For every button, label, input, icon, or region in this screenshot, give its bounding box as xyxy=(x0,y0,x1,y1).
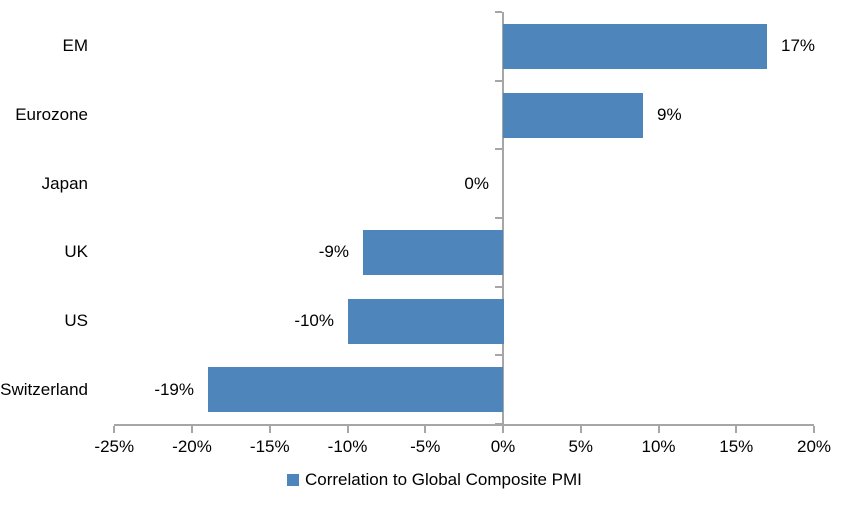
x-axis-tick-label: 0% xyxy=(490,437,516,456)
y-axis-tick xyxy=(495,148,502,151)
category-label: EM xyxy=(62,36,89,55)
x-axis-tick xyxy=(424,426,427,433)
x-axis-tick-label: 15% xyxy=(719,437,754,456)
x-axis-tick-label: -10% xyxy=(327,437,368,456)
value-label: -19% xyxy=(154,380,194,399)
value-label: 9% xyxy=(657,105,682,124)
bar-switzerland xyxy=(208,367,503,412)
y-axis-tick xyxy=(495,79,502,82)
legend-swatch-icon xyxy=(287,474,299,486)
category-label: Eurozone xyxy=(15,105,88,124)
value-label: -10% xyxy=(294,311,334,330)
x-axis-tick xyxy=(657,426,660,433)
x-axis-tick xyxy=(735,426,738,433)
value-label: 17% xyxy=(781,36,816,55)
y-axis-tick xyxy=(495,354,502,357)
category-label: UK xyxy=(64,242,88,261)
x-axis-tick xyxy=(579,426,582,433)
y-axis-tick xyxy=(495,285,502,288)
x-axis-tick-label: -5% xyxy=(410,437,441,456)
legend-label: Correlation to Global Composite PMI xyxy=(305,470,582,489)
x-axis-tick-label: 5% xyxy=(568,437,594,456)
x-axis-tick xyxy=(813,426,815,433)
x-axis-tick xyxy=(268,426,271,433)
x-axis-tick xyxy=(191,426,193,433)
x-axis-tick xyxy=(502,426,504,433)
x-axis-tick-label: 20% xyxy=(796,437,832,456)
bar-us xyxy=(348,299,504,344)
x-axis-tick xyxy=(346,426,349,433)
y-axis-tick xyxy=(495,423,502,425)
category-label: Japan xyxy=(41,174,88,193)
y-axis-line xyxy=(502,12,504,424)
bar-em xyxy=(503,24,767,69)
bar-uk xyxy=(363,230,503,275)
x-axis-tick xyxy=(113,426,116,433)
x-axis-tick-label: 10% xyxy=(641,437,676,456)
category-label: US xyxy=(64,311,88,330)
x-axis-line xyxy=(114,424,814,426)
value-label: -9% xyxy=(318,242,349,261)
y-axis-tick xyxy=(495,11,502,13)
x-axis-tick-label: -20% xyxy=(172,437,212,456)
value-label: 0% xyxy=(464,174,489,193)
category-label: Switzerland xyxy=(0,380,88,399)
x-axis-tick-label: -25% xyxy=(94,437,135,456)
bar-eurozone xyxy=(503,93,643,138)
y-axis-tick xyxy=(495,217,502,219)
x-axis-tick-label: -15% xyxy=(249,437,290,456)
